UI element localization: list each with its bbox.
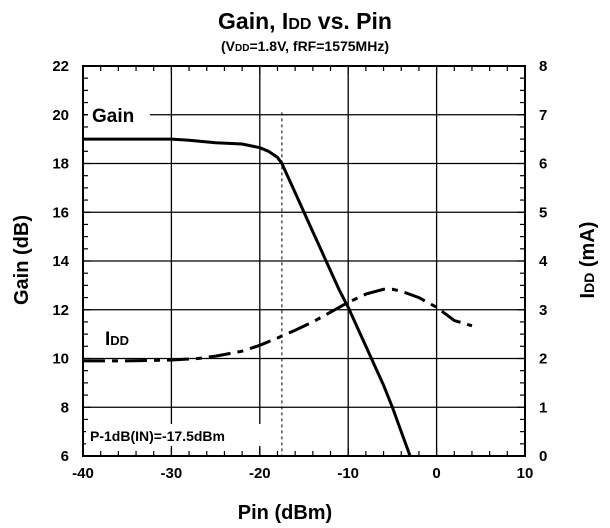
y2-tick-label: 3 — [539, 302, 547, 319]
y2-axis-label: IDD (mA) — [577, 222, 599, 299]
x-tick-label: -30 — [161, 465, 183, 482]
y2-tick-label: 0 — [539, 448, 547, 465]
y-tick-label: 16 — [52, 204, 69, 221]
y-tick-label: 12 — [52, 302, 69, 319]
x-tick-label: -40 — [72, 465, 94, 482]
y-tick-label: 14 — [52, 253, 69, 270]
y2-tick-label: 1 — [539, 399, 547, 416]
annotation-bg — [86, 424, 274, 446]
y-tick-label: 8 — [61, 399, 69, 416]
y2-tick-label: 7 — [539, 107, 547, 124]
y-tick-label: 20 — [52, 107, 69, 124]
gain-label-bg — [88, 101, 150, 127]
idd-series-label: IDD — [105, 329, 129, 350]
y2-tick-label: 8 — [539, 58, 547, 75]
x-tick-label: 10 — [517, 465, 534, 482]
gain-series-line — [83, 137, 412, 457]
y-tick-label: 18 — [52, 156, 69, 173]
y-tick-labels: 6 8 10 12 14 16 18 20 22 — [52, 58, 69, 465]
y2-tick-label: 2 — [539, 351, 547, 368]
y2-tick-labels: 0 1 2 3 4 5 6 7 8 — [539, 58, 548, 465]
x-tick-label: -10 — [337, 465, 359, 482]
y2-tick-label: 5 — [539, 204, 547, 221]
idd-series-line — [83, 287, 473, 363]
y-tick-label: 22 — [52, 58, 69, 75]
y2-tick-label: 4 — [539, 253, 548, 270]
series-lines — [83, 137, 473, 457]
chart-subtitle: (VDD=1.8V, fRF=1575MHz) — [221, 38, 389, 54]
chart-title: Gain, IDD vs. Pin — [218, 8, 392, 34]
x-axis-label: Pin (dBm) — [238, 502, 332, 524]
y-tick-label: 6 — [61, 448, 69, 465]
x-tick-label: -20 — [249, 465, 271, 482]
y-axis-label: Gain (dB) — [11, 215, 33, 305]
x-tick-label: 0 — [432, 465, 440, 482]
y2-tick-label: 6 — [539, 156, 547, 173]
plot-frame — [82, 65, 526, 457]
y-tick-label: 10 — [52, 351, 69, 368]
p1db-annotation: P-1dB(IN)=-17.5dBm — [90, 428, 225, 444]
gain-series-label: Gain — [92, 106, 134, 127]
x-tick-labels: -40 -30 -20 -10 0 10 — [72, 465, 533, 482]
series-labels: Gain IDD P-1dB(IN)=-17.5dBm — [86, 101, 274, 446]
p1db-reference-lines — [83, 112, 331, 456]
